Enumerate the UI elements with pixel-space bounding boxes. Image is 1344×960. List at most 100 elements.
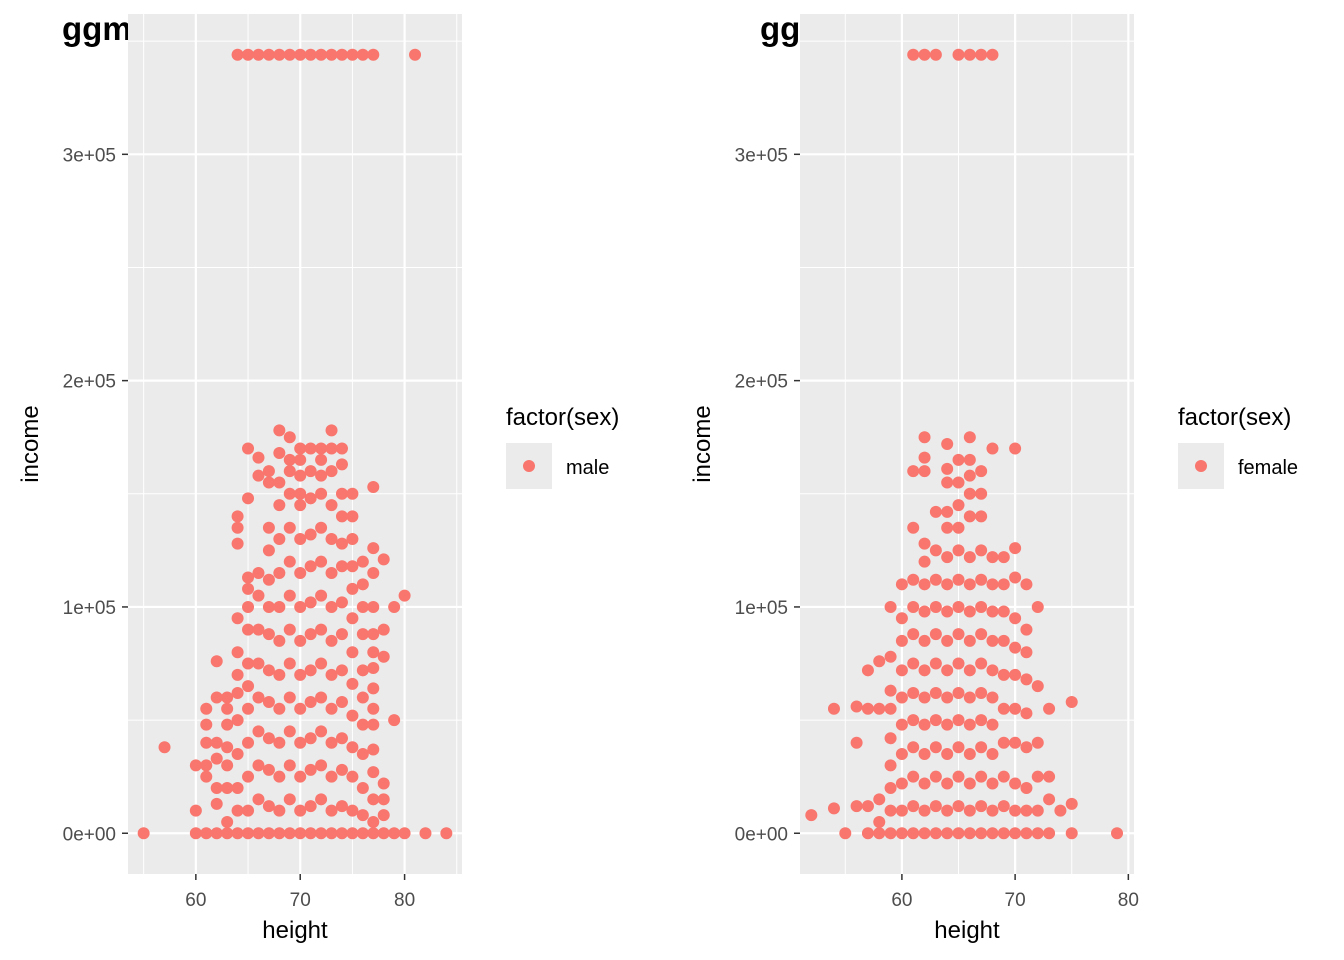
data-point xyxy=(952,686,965,699)
data-point xyxy=(929,714,942,727)
data-point xyxy=(315,48,328,61)
data-point xyxy=(356,718,369,731)
data-point xyxy=(963,664,976,677)
x-axis-title: height xyxy=(262,917,328,944)
data-point xyxy=(262,573,275,586)
data-point xyxy=(231,612,244,625)
data-point xyxy=(918,48,931,61)
data-point xyxy=(918,718,931,731)
y-tick-label: 1e+05 xyxy=(735,598,788,619)
data-point xyxy=(231,537,244,550)
data-point xyxy=(346,709,359,722)
data-point xyxy=(273,770,286,783)
data-point xyxy=(1020,804,1033,817)
y-axis-title: income xyxy=(17,405,44,482)
data-point xyxy=(231,521,244,534)
data-point xyxy=(918,691,931,704)
scatter-panel-ggwomen: 60 70 80 0e+00 1e+05 2e+05 3e+05 height income fa… xyxy=(689,14,1298,944)
data-point xyxy=(262,48,275,61)
data-point xyxy=(346,646,359,659)
data-point xyxy=(335,628,348,641)
data-point xyxy=(231,782,244,794)
data-point xyxy=(325,600,338,613)
data-point xyxy=(963,777,976,790)
data-point xyxy=(1020,827,1033,840)
data-point xyxy=(335,442,348,455)
data-point xyxy=(335,696,348,708)
data-point xyxy=(1020,741,1033,754)
data-point xyxy=(975,487,988,500)
data-point xyxy=(884,684,897,697)
data-point xyxy=(907,686,920,699)
data-point xyxy=(929,573,942,586)
data-point xyxy=(252,469,265,482)
data-point xyxy=(315,793,328,806)
data-point xyxy=(918,748,931,761)
data-point xyxy=(335,48,348,61)
data-point xyxy=(367,815,380,828)
data-point xyxy=(941,777,954,790)
data-point xyxy=(861,664,874,677)
data-point xyxy=(335,458,348,471)
data-point xyxy=(273,48,286,61)
y-tick-label: 0e+00 xyxy=(63,824,116,845)
data-point xyxy=(367,827,380,840)
data-point xyxy=(231,827,244,840)
data-point xyxy=(941,505,954,518)
data-point xyxy=(805,809,818,822)
data-point xyxy=(200,736,213,749)
data-point xyxy=(918,664,931,677)
data-point xyxy=(884,804,897,817)
data-point xyxy=(1065,696,1078,708)
data-point xyxy=(189,827,202,840)
data-point xyxy=(963,469,976,482)
data-point xyxy=(346,827,359,840)
data-point xyxy=(1020,646,1033,659)
data-point xyxy=(283,827,296,840)
data-point xyxy=(986,442,999,455)
data-point xyxy=(252,567,265,579)
data-point xyxy=(210,827,223,840)
data-point xyxy=(356,578,369,591)
data-point xyxy=(963,605,976,618)
data-point xyxy=(963,453,976,466)
data-point xyxy=(929,544,942,557)
data-point xyxy=(963,804,976,817)
data-point xyxy=(952,499,965,512)
data-point xyxy=(294,770,307,783)
data-point xyxy=(356,628,369,641)
data-point xyxy=(231,48,244,61)
data-point xyxy=(221,702,234,715)
data-point xyxy=(1043,793,1056,806)
data-point xyxy=(975,48,988,61)
data-point xyxy=(252,691,265,704)
data-point xyxy=(346,560,359,573)
data-point xyxy=(273,499,286,512)
data-point xyxy=(952,48,965,61)
data-point xyxy=(294,487,307,500)
legend-key-point xyxy=(523,460,535,472)
data-point xyxy=(242,492,255,505)
data-point xyxy=(997,668,1010,681)
data-point xyxy=(952,600,965,613)
data-point xyxy=(918,431,931,444)
data-point xyxy=(315,623,328,636)
data-point xyxy=(242,582,255,595)
data-point xyxy=(252,451,265,464)
data-point xyxy=(283,793,296,806)
data-point xyxy=(273,736,286,749)
data-point xyxy=(335,664,348,677)
data-point xyxy=(210,797,223,810)
data-point xyxy=(315,521,328,534)
data-point xyxy=(1009,827,1022,840)
data-point xyxy=(231,748,244,761)
data-point xyxy=(1031,600,1044,613)
data-point xyxy=(242,736,255,749)
data-point xyxy=(242,702,255,715)
data-point xyxy=(997,551,1010,564)
data-point xyxy=(283,589,296,602)
legend-label: female xyxy=(1238,457,1298,479)
data-point xyxy=(210,752,223,765)
data-point xyxy=(242,770,255,783)
data-point xyxy=(210,655,223,668)
